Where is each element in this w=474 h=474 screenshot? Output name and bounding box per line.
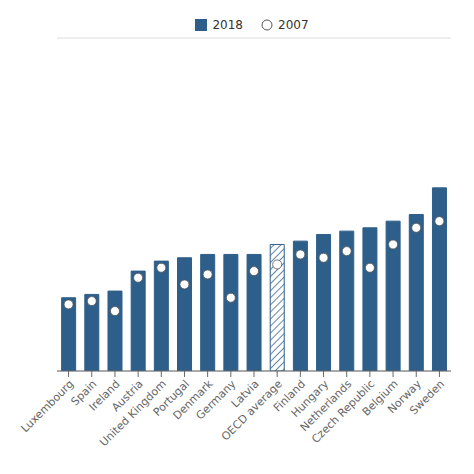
svg-text:United Kingdom: United Kingdom [97,377,169,450]
html-text:2007: 2007 [278,18,309,32]
svg-text:Hungary: Hungary [288,377,332,420]
html-text:2018: 2018 [212,18,243,32]
svg-text:Latvia: Latvia [228,377,262,411]
svg-text:Norway: Norway [385,377,424,417]
svg-text:Denmark: Denmark [170,377,216,423]
svg-text:Netherlands: Netherlands [297,377,355,435]
svg-text:Germany: Germany [193,377,239,423]
svg-text:OECD average: OECD average [218,377,285,444]
svg-text:Czech Republic: Czech Republic [309,377,378,446]
svg-text:Finland: Finland [271,377,308,415]
svg-text:Sweden: Sweden [407,377,447,417]
svg-text:Luxembourg: Luxembourg [19,377,77,435]
svg-text:Spain: Spain [68,377,100,409]
svg-text:Austria: Austria [109,377,146,415]
svg-text:Portugal: Portugal [150,377,193,419]
svg-text:Ireland: Ireland [86,377,123,414]
svg-text:Belgium: Belgium [359,377,401,419]
